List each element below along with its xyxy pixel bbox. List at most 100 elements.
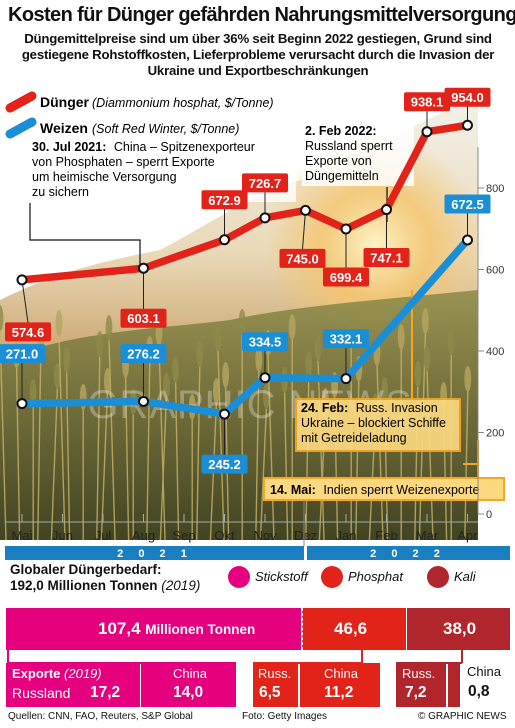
- annotation-india-wheat-ban: 14. Mai: Indien sperrt Weizenexporte: [263, 440, 505, 501]
- fertilizer-demand-section: Globaler Düngerbedarf: 192,0 Millionen T…: [0, 562, 515, 728]
- kali-swatch: [427, 566, 449, 588]
- data-label-box: [242, 173, 288, 193]
- annotation-2-date: 2. Feb 2022:: [305, 124, 377, 138]
- annotation-3-line1: Russ. Invasion: [356, 401, 438, 415]
- page-subtitle: Düngemittelpreise sind um über 36% seit …: [21, 31, 495, 78]
- demand-bar-phosphat: 46,6: [302, 608, 406, 650]
- annotation-2-line3: Düngemitteln: [305, 169, 379, 183]
- year-2021: 2 0 2 1: [117, 548, 193, 560]
- chart-legend: Dünger (Diammonium hosphat, $/Tonne) Wei…: [5, 91, 274, 139]
- data-label-box: [5, 322, 51, 342]
- svg-text:30. Jul 2021: China –: 30. Jul 2021: China – Spitzenexporteur: [32, 140, 255, 154]
- demand-divider-1: [302, 608, 303, 650]
- legend-wheat-name: Weizen: [40, 120, 88, 136]
- data-label: 574.6: [12, 325, 45, 340]
- series-line-wheat: [18, 236, 472, 418]
- data-point-marker: [138, 262, 149, 274]
- data-label: 938.1: [411, 95, 444, 110]
- label-leader: [21, 279, 29, 323]
- annotation-1-line1: China – Spitzenexporteur: [114, 140, 255, 154]
- stickstoff-swatch: [228, 566, 250, 588]
- y-tick-label: 600: [486, 265, 504, 277]
- data-label-box: [201, 454, 248, 474]
- data-labels: 574.6 603.1 672.9 726.7 745.0 699.4 747.1 938.1…: [0, 87, 491, 474]
- data-point-marker: [462, 234, 473, 246]
- page-title: Kosten für Dünger gefährden Nahrungsmitt…: [8, 4, 515, 26]
- export-phosphat-russland-country: Russ.: [258, 666, 292, 681]
- data-label-box: [201, 190, 248, 210]
- legend-item-fertilizer: Dünger (Diammonium hosphat, $/Tonne): [5, 91, 274, 113]
- x-tick-label: Apr: [457, 528, 478, 543]
- export-phosphat-russland: Russ. 6,5: [253, 663, 298, 707]
- footer-copyright: © GRAPHIC NEWS: [418, 711, 507, 722]
- x-tick-label: Jul: [95, 528, 112, 543]
- annotation-4-date: 14. Mai:: [270, 483, 316, 497]
- export-phosphat-china-value: 11,2: [324, 684, 354, 701]
- export-stickstoff-china-value: 14,0: [173, 684, 204, 701]
- legend-fertilizer-name: Dünger: [40, 94, 90, 110]
- data-label-box: [120, 343, 167, 363]
- data-point-marker: [16, 274, 28, 286]
- x-axis: Mai Jun Jul Aug Sep Okt Nov Dez Jan Feb Mar Apr: [5, 500, 478, 546]
- data-label-box: [404, 92, 450, 112]
- label-leader: [302, 210, 306, 250]
- export-stickstoff-china-country: China: [173, 666, 207, 681]
- demand-stickstoff-value: 107,4 Millionen Tonnen: [98, 619, 256, 638]
- data-point-marker: [462, 119, 473, 131]
- data-label: 672.9: [208, 193, 241, 208]
- demand-bar-kali: 38,0: [407, 608, 510, 650]
- data-label-box: [0, 344, 45, 364]
- demand-bar-stickstoff: 107,4 Millionen Tonnen: [6, 608, 301, 650]
- x-tick-label: Nov: [253, 528, 277, 543]
- annotation-4-text: Indien sperrt Weizenexporte: [323, 483, 479, 497]
- data-label: 245.2: [208, 457, 241, 472]
- fertilizer-title: Globaler Düngerbedarf: 192,0 Millionen T…: [10, 562, 200, 594]
- data-point-marker: [421, 126, 433, 138]
- data-point-marker: [340, 223, 352, 235]
- data-point-marker: [219, 234, 230, 246]
- x-tick-label: Aug: [132, 528, 155, 543]
- y-tick-label: 200: [486, 428, 504, 440]
- annotation-3-line2: Ukraine – blockiert Schiffe: [301, 416, 446, 430]
- x-tick-label: Feb: [375, 528, 397, 543]
- legend-item-wheat: Weizen (Soft Red Winter, $/Tonne): [5, 117, 239, 139]
- data-point-marker: [16, 398, 28, 410]
- data-label-box: [279, 248, 326, 268]
- data-label: 954.0: [451, 90, 484, 105]
- data-point-marker: [138, 395, 149, 407]
- data-label-box: [323, 267, 369, 287]
- export-stickstoff-russland: Exporte (2019) Russland 17,2: [6, 663, 140, 707]
- year-2022: 2 0 2 2: [370, 548, 446, 560]
- annotation-china-export-ban: 30. Jul 2021: China – Spitzenexporteur v…: [28, 138, 296, 268]
- fertilizer-title-line1: Globaler Düngerbedarf:: [10, 562, 162, 577]
- export-phosphat-china: China 11,2: [300, 663, 380, 707]
- footer-photo-credit: Foto: Getty Images: [242, 711, 328, 722]
- export-stickstoff-russland-value: 17,2: [90, 684, 121, 701]
- export-phosphat-china-country: China: [324, 666, 358, 681]
- svg-text:24. Feb: Russ. Invasio: 24. Feb: Russ. Invasion: [301, 401, 438, 415]
- y-tick-label: 400: [486, 346, 504, 358]
- export-connectors: [7, 650, 463, 664]
- y-tick-label: 0: [486, 509, 492, 521]
- data-label: 747.1: [370, 251, 403, 266]
- data-point-marker: [300, 204, 311, 216]
- export-kali-china-value: 0,8: [468, 683, 490, 700]
- data-point-marker: [340, 373, 352, 385]
- phosphat-swatch: [321, 566, 343, 588]
- x-tick-label: Mar: [416, 528, 439, 543]
- legend-wheat-desc: (Soft Red Winter, $/Tonne): [92, 122, 239, 136]
- svg-text:14. Mai: Indien sperrt: 14. Mai: Indien sperrt Weizenexporte: [270, 483, 479, 497]
- data-point-marker: [381, 204, 392, 216]
- annotation-1-line4: zu sichern: [32, 185, 89, 199]
- data-label: 332.1: [330, 332, 363, 347]
- export-kali-russland: Russ. 7,2: [396, 663, 446, 707]
- exports-label: Exporte: [12, 666, 61, 681]
- export-kali-china-bar: [448, 663, 460, 707]
- annotation-1-date: 30. Jul 2021:: [32, 140, 106, 154]
- data-point-marker: [259, 212, 271, 224]
- data-label: 672.5: [451, 197, 484, 212]
- data-point-marker: [219, 408, 230, 420]
- year-band: 2 0 2 1 2 0 2 2: [5, 546, 510, 560]
- annotation-1-line2: von Phosphaten – sperrt Exporte: [32, 155, 215, 169]
